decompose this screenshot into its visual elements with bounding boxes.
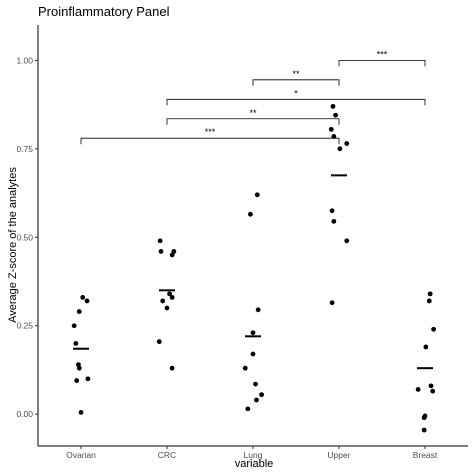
y-axis-label: Average Z-score of the analytes: [7, 167, 19, 323]
x-tick-label: Lung: [244, 450, 263, 460]
data-point: [255, 307, 261, 313]
data-point: [421, 415, 427, 421]
data-point: [80, 295, 86, 300]
data-point: [329, 208, 335, 214]
significance-label: **: [249, 108, 257, 118]
significance-bracket: [338, 59, 426, 67]
data-point: [242, 365, 248, 371]
data-point: [331, 134, 337, 139]
data-point: [253, 381, 258, 387]
data-point: [259, 392, 264, 398]
data-point: [158, 249, 164, 254]
data-point: [331, 218, 337, 224]
y-tick-label: 1.00: [16, 55, 33, 65]
data-point: [169, 295, 175, 300]
y-tick-label: 0.00: [16, 409, 33, 419]
data-point: [254, 397, 259, 403]
x-axis-label: variable: [235, 458, 274, 470]
data-point: [160, 298, 166, 304]
data-point: [167, 291, 172, 297]
data-point: [169, 252, 175, 258]
significance-bracket: [252, 79, 340, 86]
significance-label: *: [294, 88, 298, 98]
x-tick-label: Breast: [413, 450, 438, 460]
significance-label: **: [292, 69, 300, 79]
y-tick-label: 0.50: [16, 232, 33, 242]
data-point: [328, 126, 334, 132]
data-point: [344, 141, 350, 146]
data-point: [337, 146, 343, 152]
data-point: [245, 406, 251, 412]
data-point: [415, 386, 421, 392]
significance-bracket: [166, 118, 340, 125]
data-point: [250, 351, 256, 357]
data-point: [329, 300, 335, 306]
x-tick-label: Upper: [327, 450, 350, 460]
data-point: [248, 211, 253, 217]
data-point: [74, 378, 80, 383]
data-point: [73, 341, 79, 346]
significance-bracket: [166, 98, 426, 106]
data-point: [85, 376, 91, 382]
significance-bracket: [80, 137, 340, 145]
data-point: [76, 365, 82, 371]
significance-label: ***: [377, 49, 388, 59]
data-point: [156, 339, 162, 345]
data-point: [250, 330, 256, 336]
data-point: [84, 298, 90, 304]
y-tick-label: 0.75: [16, 144, 33, 154]
data-point: [254, 192, 260, 198]
data-point: [428, 383, 434, 389]
data-point: [431, 326, 436, 332]
data-point: [344, 238, 350, 244]
x-tick-label: Ovarian: [66, 450, 96, 460]
data-point: [169, 365, 175, 371]
data-point: [426, 298, 432, 304]
significance-label: ***: [205, 127, 216, 137]
plot-area: 0.00 0.25 0.50 0.75 1.00 Ovarian CRC Lung Upper B…: [16, 25, 468, 460]
data-point: [427, 291, 433, 297]
x-tick-label: CRC: [158, 450, 176, 460]
data-point: [333, 112, 338, 118]
data-point: [76, 309, 82, 314]
data-point: [164, 305, 170, 311]
y-tick-label: 0.25: [16, 321, 33, 331]
data-point: [330, 103, 336, 109]
data-point: [423, 344, 429, 350]
data-point: [71, 323, 77, 329]
data-point: [430, 388, 436, 394]
chart-title: Proinflammatory Panel: [38, 4, 170, 19]
data-point: [157, 238, 163, 244]
data-point: [421, 427, 427, 433]
data-point: [78, 409, 84, 415]
